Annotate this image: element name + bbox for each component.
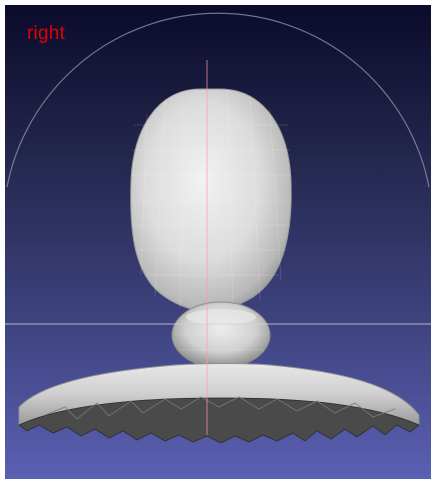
3d-viewport[interactable]: right: [5, 5, 431, 479]
neck-mesh: [171, 301, 271, 369]
3d-scene[interactable]: [5, 5, 431, 479]
view-label: right: [27, 23, 65, 44]
trackball-arc: [6, 12, 430, 188]
base-mesh: [18, 363, 420, 444]
head-mesh: [130, 88, 292, 312]
